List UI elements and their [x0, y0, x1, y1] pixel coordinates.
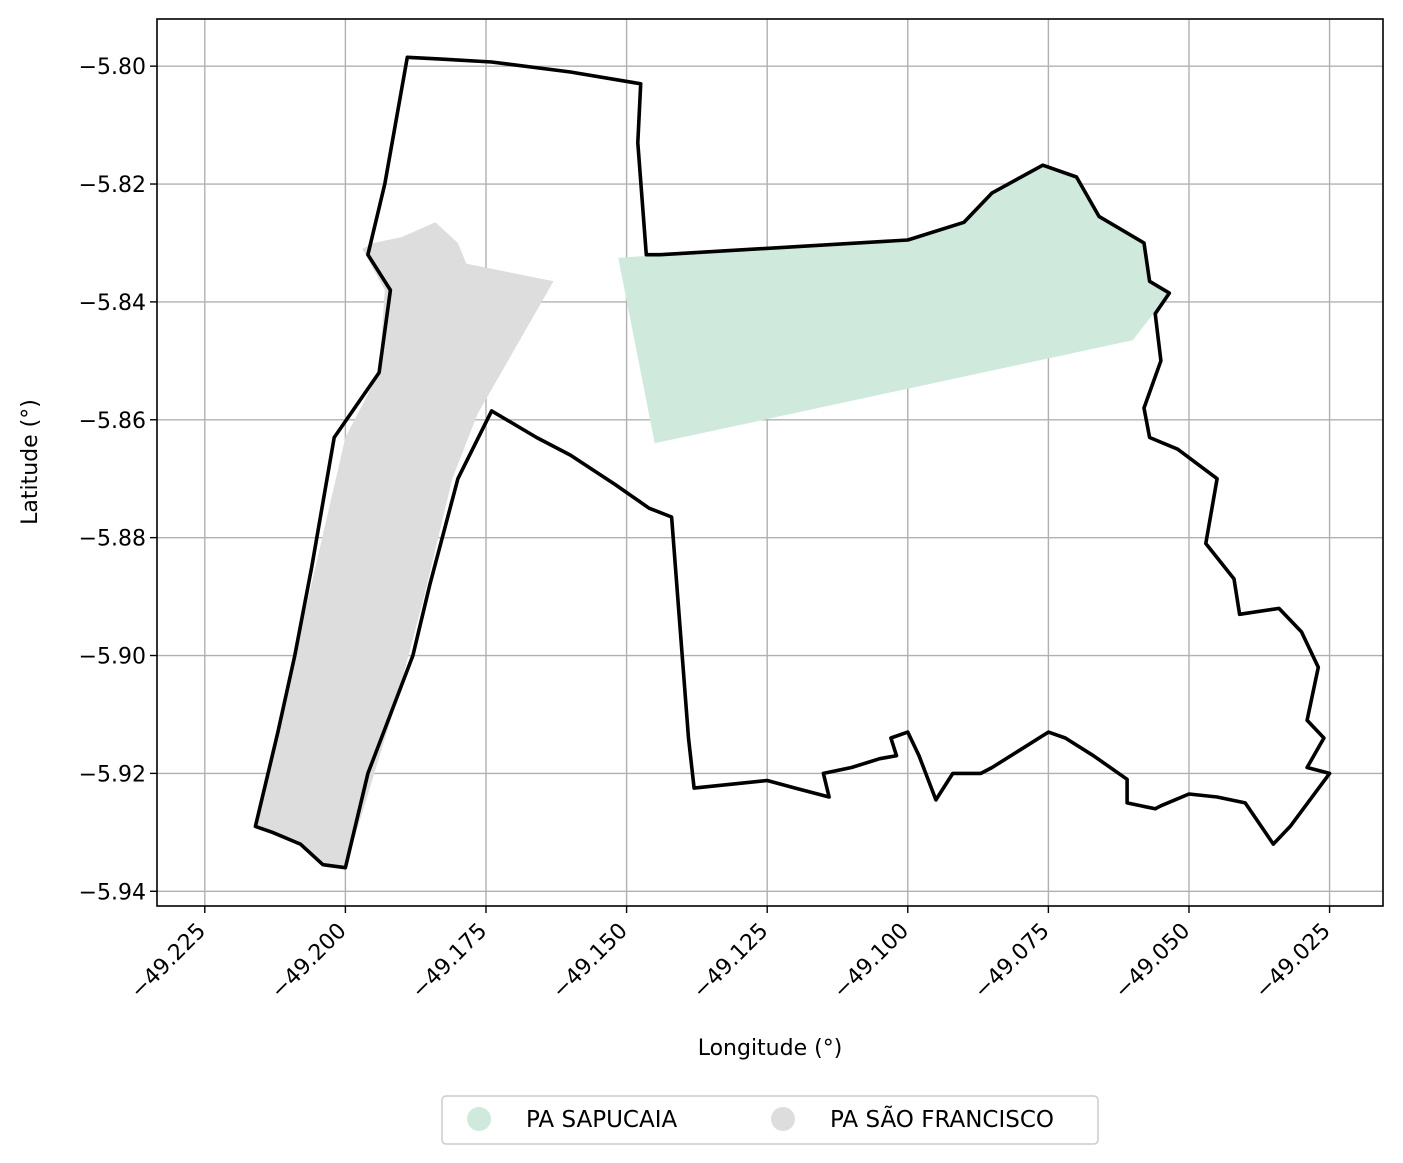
features — [255, 165, 1170, 868]
x-tick-label: −49.225 — [126, 919, 211, 1004]
y-tick-label: −5.94 — [79, 880, 146, 905]
legend-label-sapucaia: PA SAPUCAIA — [526, 1107, 677, 1133]
boundaries — [253, 55, 1332, 870]
x-tick-label: −49.125 — [688, 919, 773, 1004]
legend-box — [441, 1095, 1099, 1145]
x-tick-label: −49.150 — [548, 919, 633, 1004]
y-tick-label: −5.90 — [79, 645, 146, 670]
x-tick-label: −49.025 — [1251, 919, 1336, 1004]
plot-frame — [156, 18, 1384, 907]
y-tick-label: −5.88 — [79, 527, 146, 552]
x-tick-label: −49.050 — [1110, 919, 1195, 1004]
grid-lines — [157, 19, 1383, 906]
x-tick-label: −49.175 — [407, 919, 492, 1004]
x-axis-label: Longitude (°) — [698, 1036, 843, 1061]
feature-pa-sapucaia — [618, 165, 1170, 444]
y-tick-label: −5.86 — [79, 409, 146, 434]
municipal-boundary — [253, 55, 1332, 870]
legend-label-sao-francisco: PA SÃO FRANCISCO — [830, 1105, 1054, 1133]
x-tick-label: −49.100 — [829, 919, 914, 1004]
feature-pa-sao-francisco — [255, 222, 554, 868]
y-tick-label: −5.84 — [79, 291, 146, 316]
legend-swatch-sapucaia — [467, 1107, 491, 1131]
y-tick-label: −5.80 — [79, 55, 146, 80]
legend: PA SAPUCAIA PA SÃO FRANCISCO — [441, 1095, 1099, 1145]
x-tick-label: −49.075 — [969, 919, 1054, 1004]
y-tick-label: −5.92 — [79, 762, 146, 787]
y-axis-label: Latitude (°) — [18, 399, 43, 525]
y-tick-label: −5.82 — [79, 173, 146, 198]
x-tick-label: −49.200 — [266, 919, 351, 1004]
legend-swatch-sao-francisco — [771, 1107, 795, 1131]
